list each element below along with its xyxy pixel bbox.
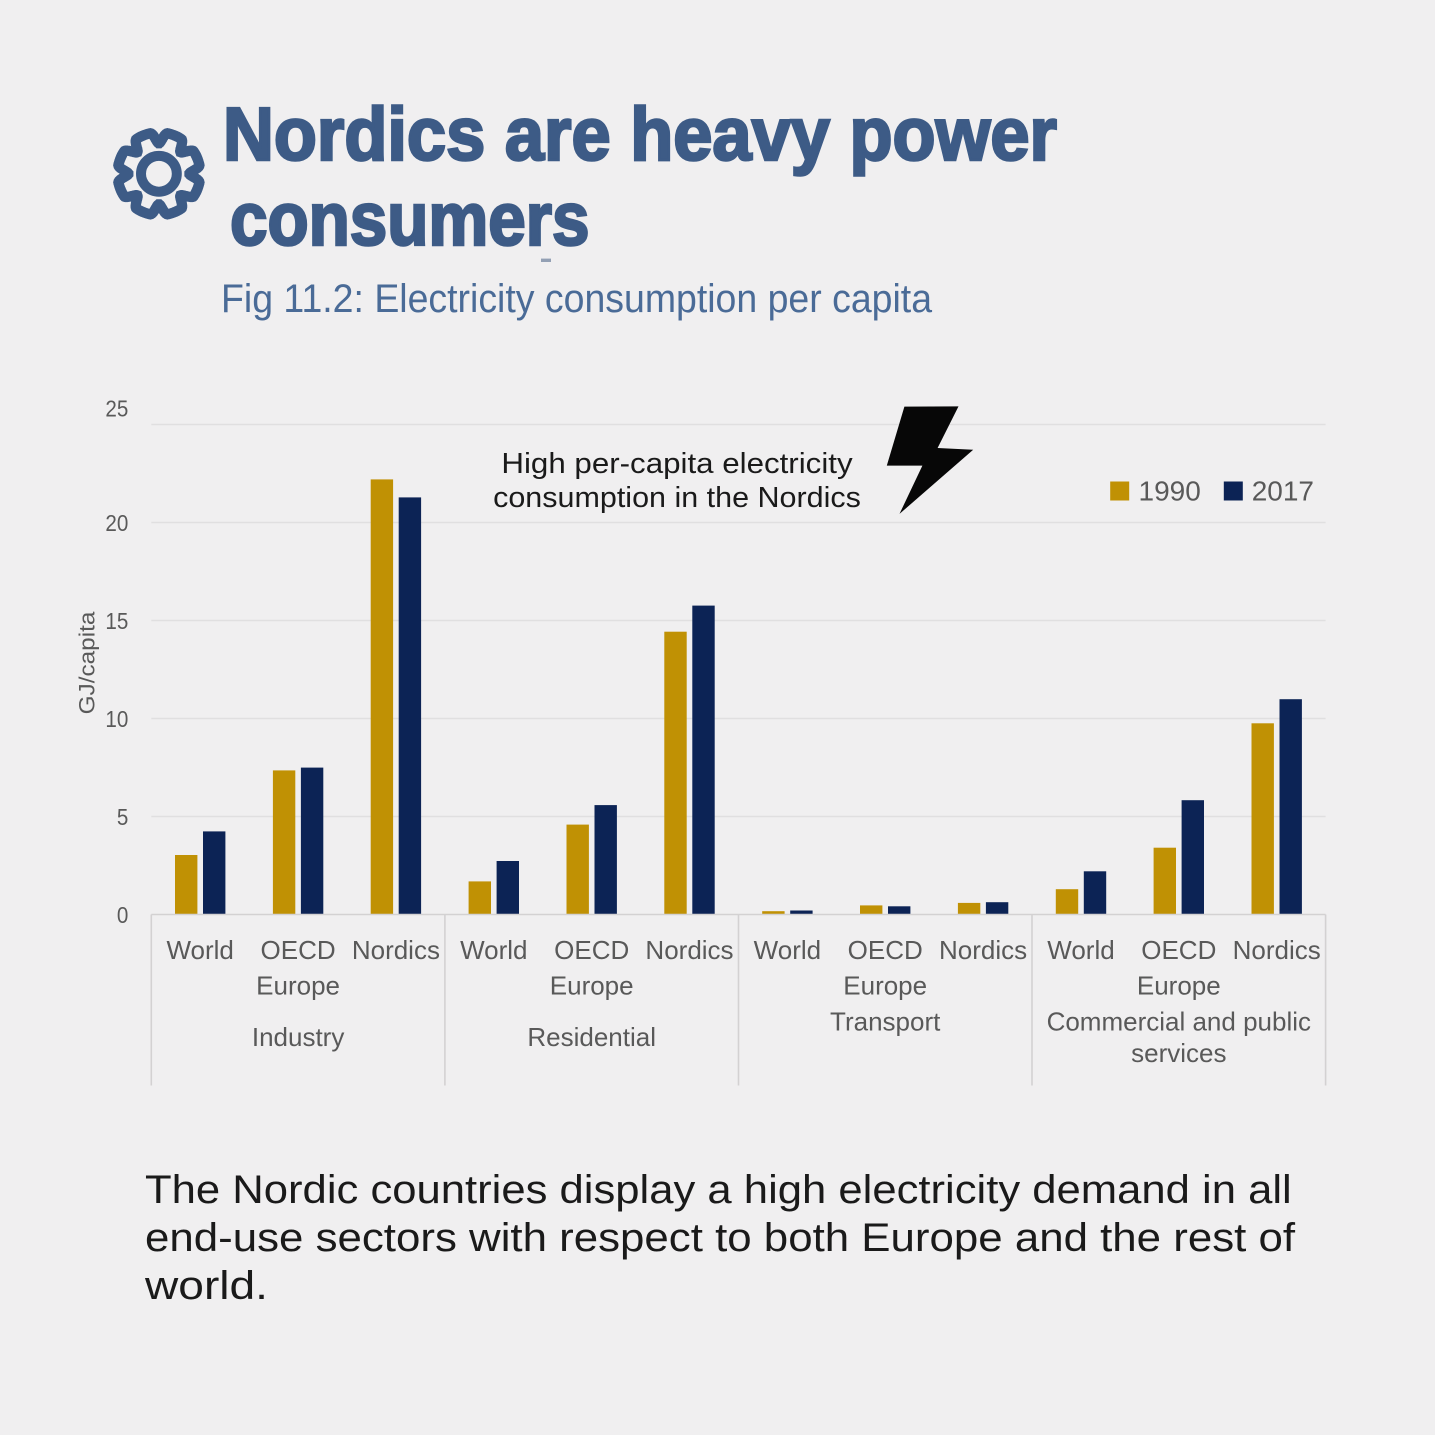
svg-text:Transport: Transport — [830, 1006, 941, 1036]
svg-text:Europe: Europe — [550, 970, 634, 1000]
svg-text:20: 20 — [105, 510, 128, 537]
svg-text:15: 15 — [105, 608, 128, 635]
svg-text:Residential: Residential — [527, 1022, 656, 1052]
svg-text:Fig 11.2: Electricity consumpt: Fig 11.2: Electricity consumption per ca… — [221, 277, 932, 321]
svg-text:Europe: Europe — [1137, 970, 1221, 1000]
svg-text:GJ/capita: GJ/capita — [75, 612, 100, 715]
svg-text:Nordics: Nordics — [352, 935, 440, 965]
svg-text:World: World — [1047, 935, 1114, 965]
svg-text:High per-capita electricity: High per-capita electricity — [501, 448, 853, 480]
svg-text:OECD: OECD — [1141, 935, 1216, 965]
svg-text:The Nordic countries display a: The Nordic countries display a high elec… — [145, 1167, 1292, 1212]
svg-text:Nordics: Nordics — [645, 935, 733, 965]
svg-text:services: services — [1131, 1038, 1226, 1068]
svg-text:0: 0 — [117, 902, 128, 929]
svg-text:Europe: Europe — [256, 970, 340, 1000]
svg-text:consumers: consumers — [230, 178, 589, 262]
svg-text:Europe: Europe — [843, 970, 927, 1000]
svg-text:end-use sectors with respect t: end-use sectors with respect to both Eur… — [145, 1215, 1295, 1260]
svg-text:25: 25 — [105, 395, 128, 422]
svg-text:10: 10 — [105, 706, 128, 733]
svg-text:consumption in the Nordics: consumption in the Nordics — [493, 482, 861, 514]
svg-text:world.: world. — [144, 1264, 268, 1308]
svg-text:5: 5 — [117, 804, 128, 831]
svg-text:Industry: Industry — [252, 1022, 345, 1052]
svg-text:World: World — [460, 935, 527, 965]
svg-text:OECD: OECD — [261, 935, 336, 965]
svg-text:OECD: OECD — [554, 935, 629, 965]
svg-text:Commercial and public: Commercial and public — [1047, 1006, 1311, 1036]
svg-text:OECD: OECD — [848, 935, 923, 965]
svg-text:1990: 1990 — [1139, 476, 1201, 507]
svg-text:Nordics are heavy power: Nordics are heavy power — [223, 93, 1057, 176]
svg-text:World: World — [754, 935, 821, 965]
svg-text:2017: 2017 — [1252, 476, 1314, 507]
svg-text:Nordics: Nordics — [1233, 935, 1321, 965]
svg-text:Nordics: Nordics — [939, 935, 1027, 965]
svg-text:World: World — [166, 935, 233, 965]
